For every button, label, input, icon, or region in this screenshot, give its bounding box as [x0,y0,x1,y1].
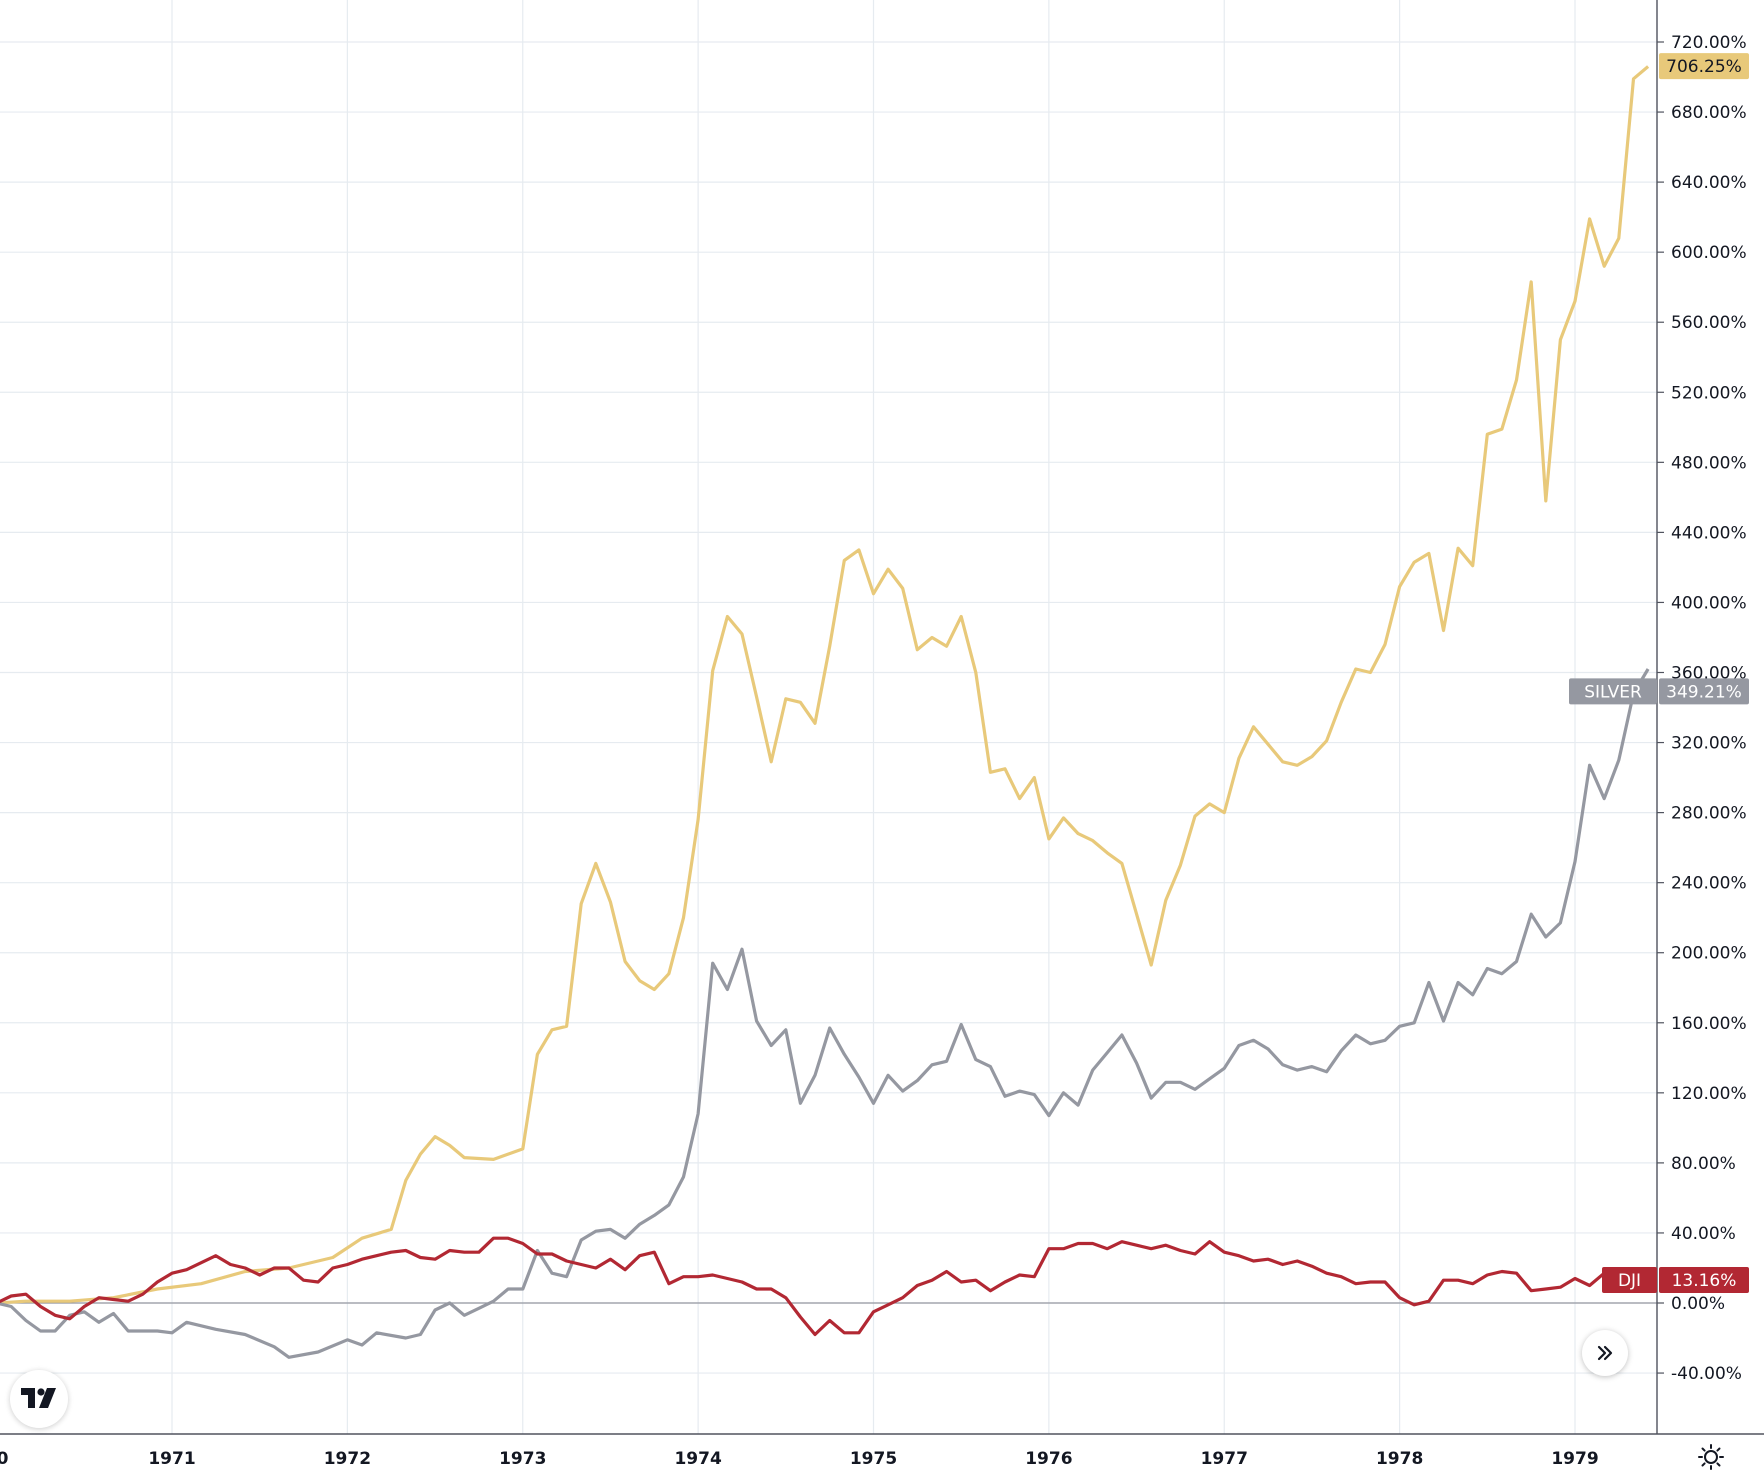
price-tag-gold: 706.25% [1659,53,1749,80]
series-lines [0,65,1650,1359]
price-tag-value: 13.16% [1672,1271,1737,1291]
x-tick-label: 1974 [674,1449,721,1469]
series-name-box [1569,678,1657,705]
y-tick-label: -40.00% [1671,1364,1742,1384]
price-tag-dji: 13.16% DJI [1602,1266,1749,1293]
tradingview-logo-icon [21,1388,56,1408]
x-tick-label: 1972 [324,1449,371,1469]
y-tick-label: 440.00% [1671,523,1747,543]
y-tick-label: 480.00% [1671,453,1747,473]
y-tick-label: 0.00% [1671,1294,1725,1314]
price-tag-box [1659,678,1749,705]
x-tick-label: 70 [0,1449,9,1469]
y-tick-label: 80.00% [1671,1154,1736,1174]
series-name-box [1602,1266,1657,1293]
x-tick-label: 1977 [1201,1449,1248,1469]
x-tick-label: 1978 [1376,1449,1423,1469]
y-tick-label: 240.00% [1671,874,1747,894]
y-tick-label: 680.00% [1671,103,1747,123]
y-tick-label: 320.00% [1671,734,1747,754]
series-name-label: SILVER [1584,682,1642,702]
tradingview-logo[interactable] [10,1370,68,1428]
x-tick-label: 1975 [850,1449,897,1469]
y-tick-label: 640.00% [1671,173,1747,193]
y-tick-label: 720.00% [1671,33,1747,53]
grid-lines [0,0,1657,1434]
series-line-dji[interactable] [0,1236,1649,1337]
y-tick-label: 200.00% [1671,944,1747,964]
sun-settings-icon [1698,1444,1724,1470]
y-tick-label: 160.00% [1671,1014,1747,1034]
y-tick-label: 120.00% [1671,1084,1747,1104]
price-tag-box [1659,53,1749,80]
double-chevron-right-icon [1597,1345,1613,1361]
price-tag-value: 349.21% [1666,682,1742,702]
x-tick-label: 1973 [499,1449,546,1469]
price-tags: 706.25% 349.21% SILVER 13.16% DJI [1569,53,1749,1293]
y-tick-label: 280.00% [1671,804,1747,824]
series-name-label: DJI [1618,1271,1641,1291]
y-tick-label: 560.00% [1671,313,1747,333]
price-tag-box [1659,1266,1749,1293]
price-tag-value: 706.25% [1666,57,1742,77]
x-tick-label: 1976 [1025,1449,1072,1469]
price-tag-silver: 349.21% SILVER [1569,678,1749,705]
scroll-to-realtime-button[interactable] [1582,1330,1628,1376]
y-tick-label: 520.00% [1671,383,1747,403]
series-line-silver[interactable] [0,668,1650,1359]
y-tick-label: 600.00% [1671,243,1747,263]
x-tick-label: 1971 [148,1449,195,1469]
series-line-gold[interactable] [0,65,1650,1305]
y-tick-label: 40.00% [1671,1224,1736,1244]
chart-settings-button[interactable] [1694,1440,1728,1474]
x-tick-label: 1979 [1551,1449,1598,1469]
y-tick-label: 400.00% [1671,593,1747,613]
